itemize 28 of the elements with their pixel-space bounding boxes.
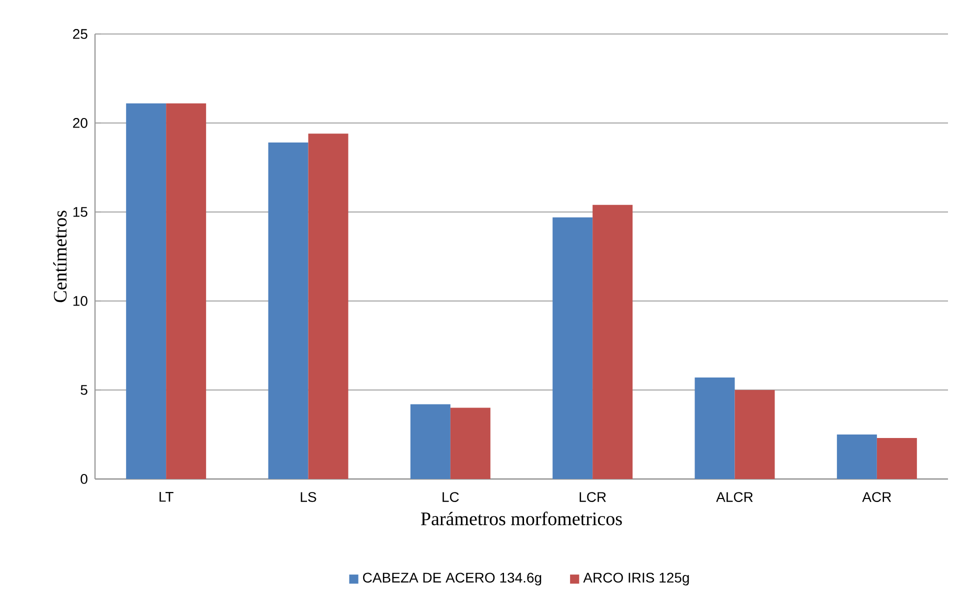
- y-tick-label: 10: [73, 296, 88, 306]
- legend-label: ARCO IRIS 125g: [583, 572, 689, 586]
- y-axis-title: Centímetros: [53, 210, 67, 302]
- x-tick-label: ACR: [862, 492, 892, 502]
- bar: [552, 217, 593, 479]
- bar: [450, 408, 490, 479]
- x-axis-title: Parámetros morfometricos: [420, 512, 622, 526]
- x-tick-label: LT: [160, 492, 174, 502]
- y-tick-label: 5: [80, 385, 88, 395]
- y-tick-label: 25: [73, 29, 88, 39]
- bar: [268, 142, 308, 479]
- bar: [694, 378, 735, 479]
- bar: [734, 390, 775, 479]
- x-tick-label: LC: [442, 492, 459, 502]
- x-tick-label: ALCR: [716, 492, 753, 502]
- bar: [876, 438, 917, 479]
- legend-label: CABEZA DE ACERO 134.6g: [363, 572, 542, 586]
- bar: [592, 204, 633, 479]
- bar: [126, 103, 166, 479]
- bar: [166, 103, 206, 479]
- x-tick-label: LS: [300, 492, 316, 502]
- y-tick-label: 0: [80, 474, 88, 484]
- y-tick-label: 15: [73, 207, 88, 217]
- bar: [836, 434, 877, 479]
- y-tick-label: 20: [73, 118, 88, 128]
- x-tick-label: LCR: [580, 492, 606, 502]
- bar: [410, 404, 450, 479]
- bar: [308, 134, 348, 479]
